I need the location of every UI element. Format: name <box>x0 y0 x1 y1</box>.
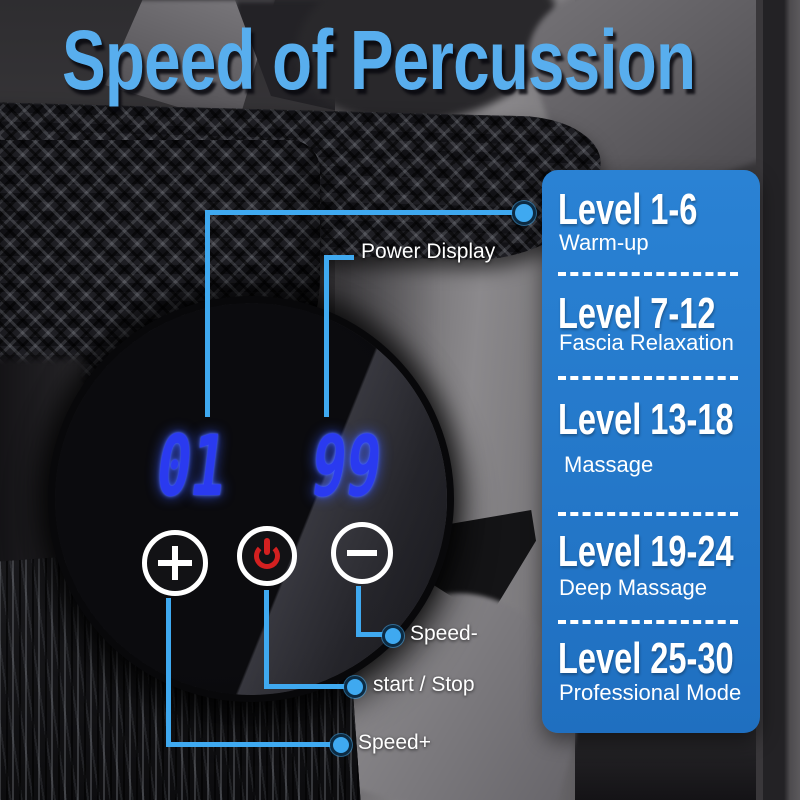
callout-marker-display <box>512 201 536 225</box>
speed-up-button[interactable] <box>142 530 208 596</box>
speed-levels-panel: Level 1-6 Warm-up Level 7-12 Fascia Rela… <box>542 170 760 733</box>
level-range-5: Level 25-30 <box>558 634 734 683</box>
led-display: 01 99 <box>151 417 408 515</box>
page-title: Speed of Percussion <box>62 13 696 107</box>
power-button[interactable] <box>237 526 297 586</box>
power-display-label: Power Display <box>361 240 496 263</box>
callout-marker-speed-minus <box>382 625 404 647</box>
speed-minus-label: Speed- <box>410 622 478 645</box>
callout-line-speed-plus-h <box>166 742 334 747</box>
callout-marker-start-stop <box>344 676 366 698</box>
level-mode-4: Deep Massage <box>559 575 707 600</box>
start-stop-label: start / Stop <box>373 673 475 696</box>
led-display-right-value: 99 <box>306 417 388 515</box>
level-mode-1: Warm-up <box>559 230 649 255</box>
callout-line-speed-minus-v <box>356 586 361 637</box>
speed-plus-label: Speed+ <box>358 731 431 754</box>
callout-line-display-horizontal <box>205 210 517 215</box>
level-mode-3: Massage <box>564 452 654 477</box>
callout-line-start-stop-v <box>264 590 269 689</box>
callout-line-power-display-elbow <box>324 255 354 260</box>
plus-icon <box>158 546 192 580</box>
callout-line-start-stop-h <box>264 684 350 689</box>
led-display-left-value: 01 <box>151 417 232 515</box>
level-mode-2: Fascia Relaxation <box>559 330 734 355</box>
speed-down-button[interactable] <box>331 522 393 584</box>
dashed-divider <box>558 376 738 380</box>
dashed-divider <box>558 272 738 276</box>
callout-line-display-right <box>324 255 329 417</box>
callout-line-display-left <box>205 210 210 417</box>
dashed-divider <box>558 620 738 624</box>
dashed-divider <box>558 512 738 516</box>
level-mode-5: Professional Mode <box>559 680 742 705</box>
callout-line-speed-plus-v <box>166 598 171 747</box>
minus-icon <box>347 550 377 556</box>
level-range-4: Level 19-24 <box>558 527 734 576</box>
level-range-2: Level 7-12 <box>558 289 716 338</box>
power-icon <box>250 539 284 573</box>
callout-marker-speed-plus <box>330 734 352 756</box>
level-range-1: Level 1-6 <box>558 185 698 234</box>
level-range-3: Level 13-18 <box>558 395 734 444</box>
